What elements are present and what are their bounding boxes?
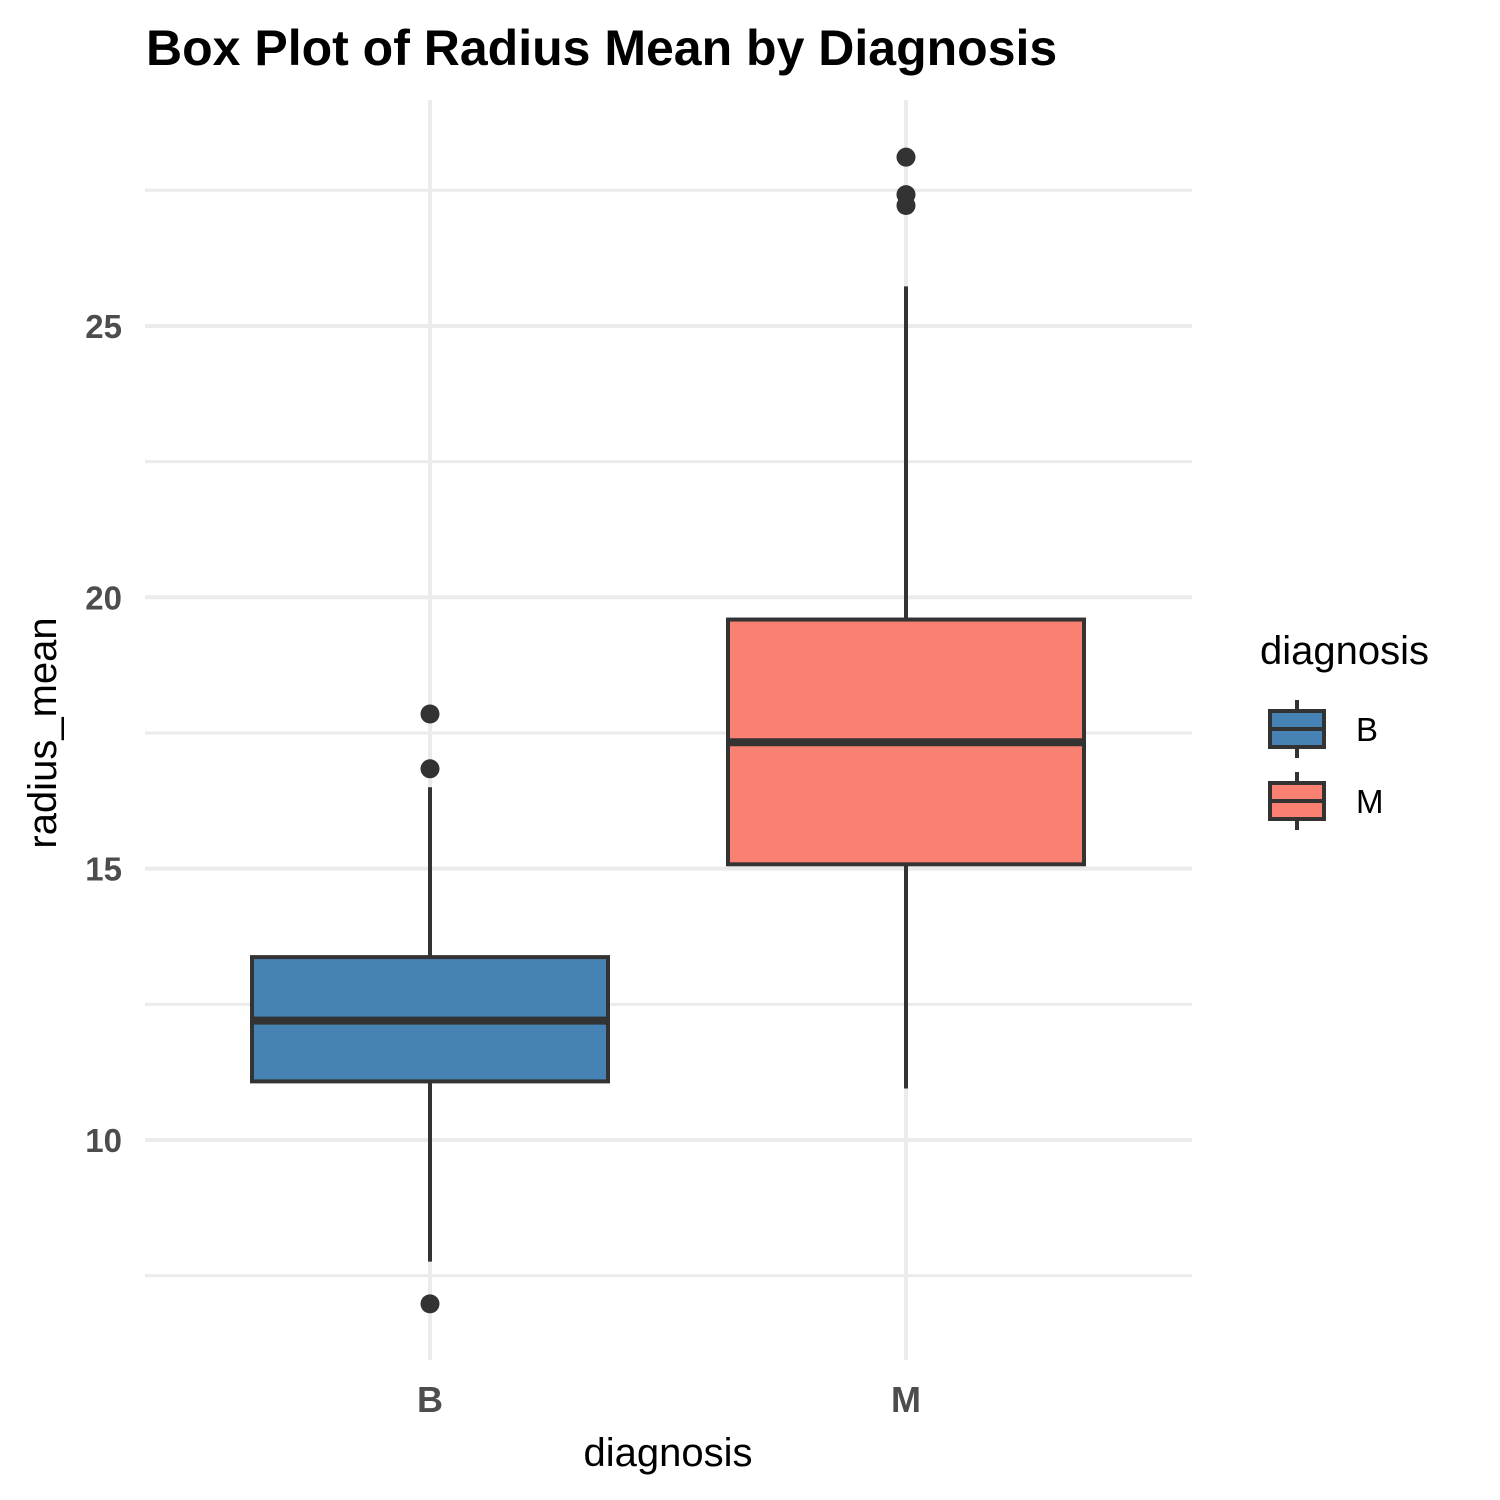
legend: diagnosis BM <box>1260 629 1429 830</box>
outlier-point <box>420 759 440 779</box>
legend-title: diagnosis <box>1260 629 1429 673</box>
y-tick-label: 20 <box>85 579 122 616</box>
y-axis-title: radius_mean <box>21 617 65 848</box>
x-tick-label: B <box>417 1379 443 1420</box>
legend-item-B: B <box>1268 700 1378 758</box>
outlier-point <box>420 1294 440 1314</box>
y-tick-label: 25 <box>85 308 122 345</box>
y-tick-label: 10 <box>85 1122 122 1159</box>
legend-item-M: M <box>1268 772 1384 830</box>
chart-title: Box Plot of Radius Mean by Diagnosis <box>146 20 1057 76</box>
legend-label: B <box>1356 711 1378 748</box>
outlier-point <box>896 147 916 167</box>
y-axis-ticks: 10 15 20 25 <box>85 308 122 1159</box>
outlier-point <box>896 195 916 215</box>
boxes <box>250 617 1086 1084</box>
x-tick-label: M <box>891 1379 921 1420</box>
y-tick-label: 15 <box>85 851 122 888</box>
legend-label: M <box>1356 783 1384 820</box>
outliers <box>420 147 916 1314</box>
whiskers <box>428 286 908 1262</box>
x-axis-title: diagnosis <box>583 1431 752 1475</box>
outlier-point <box>420 704 440 724</box>
